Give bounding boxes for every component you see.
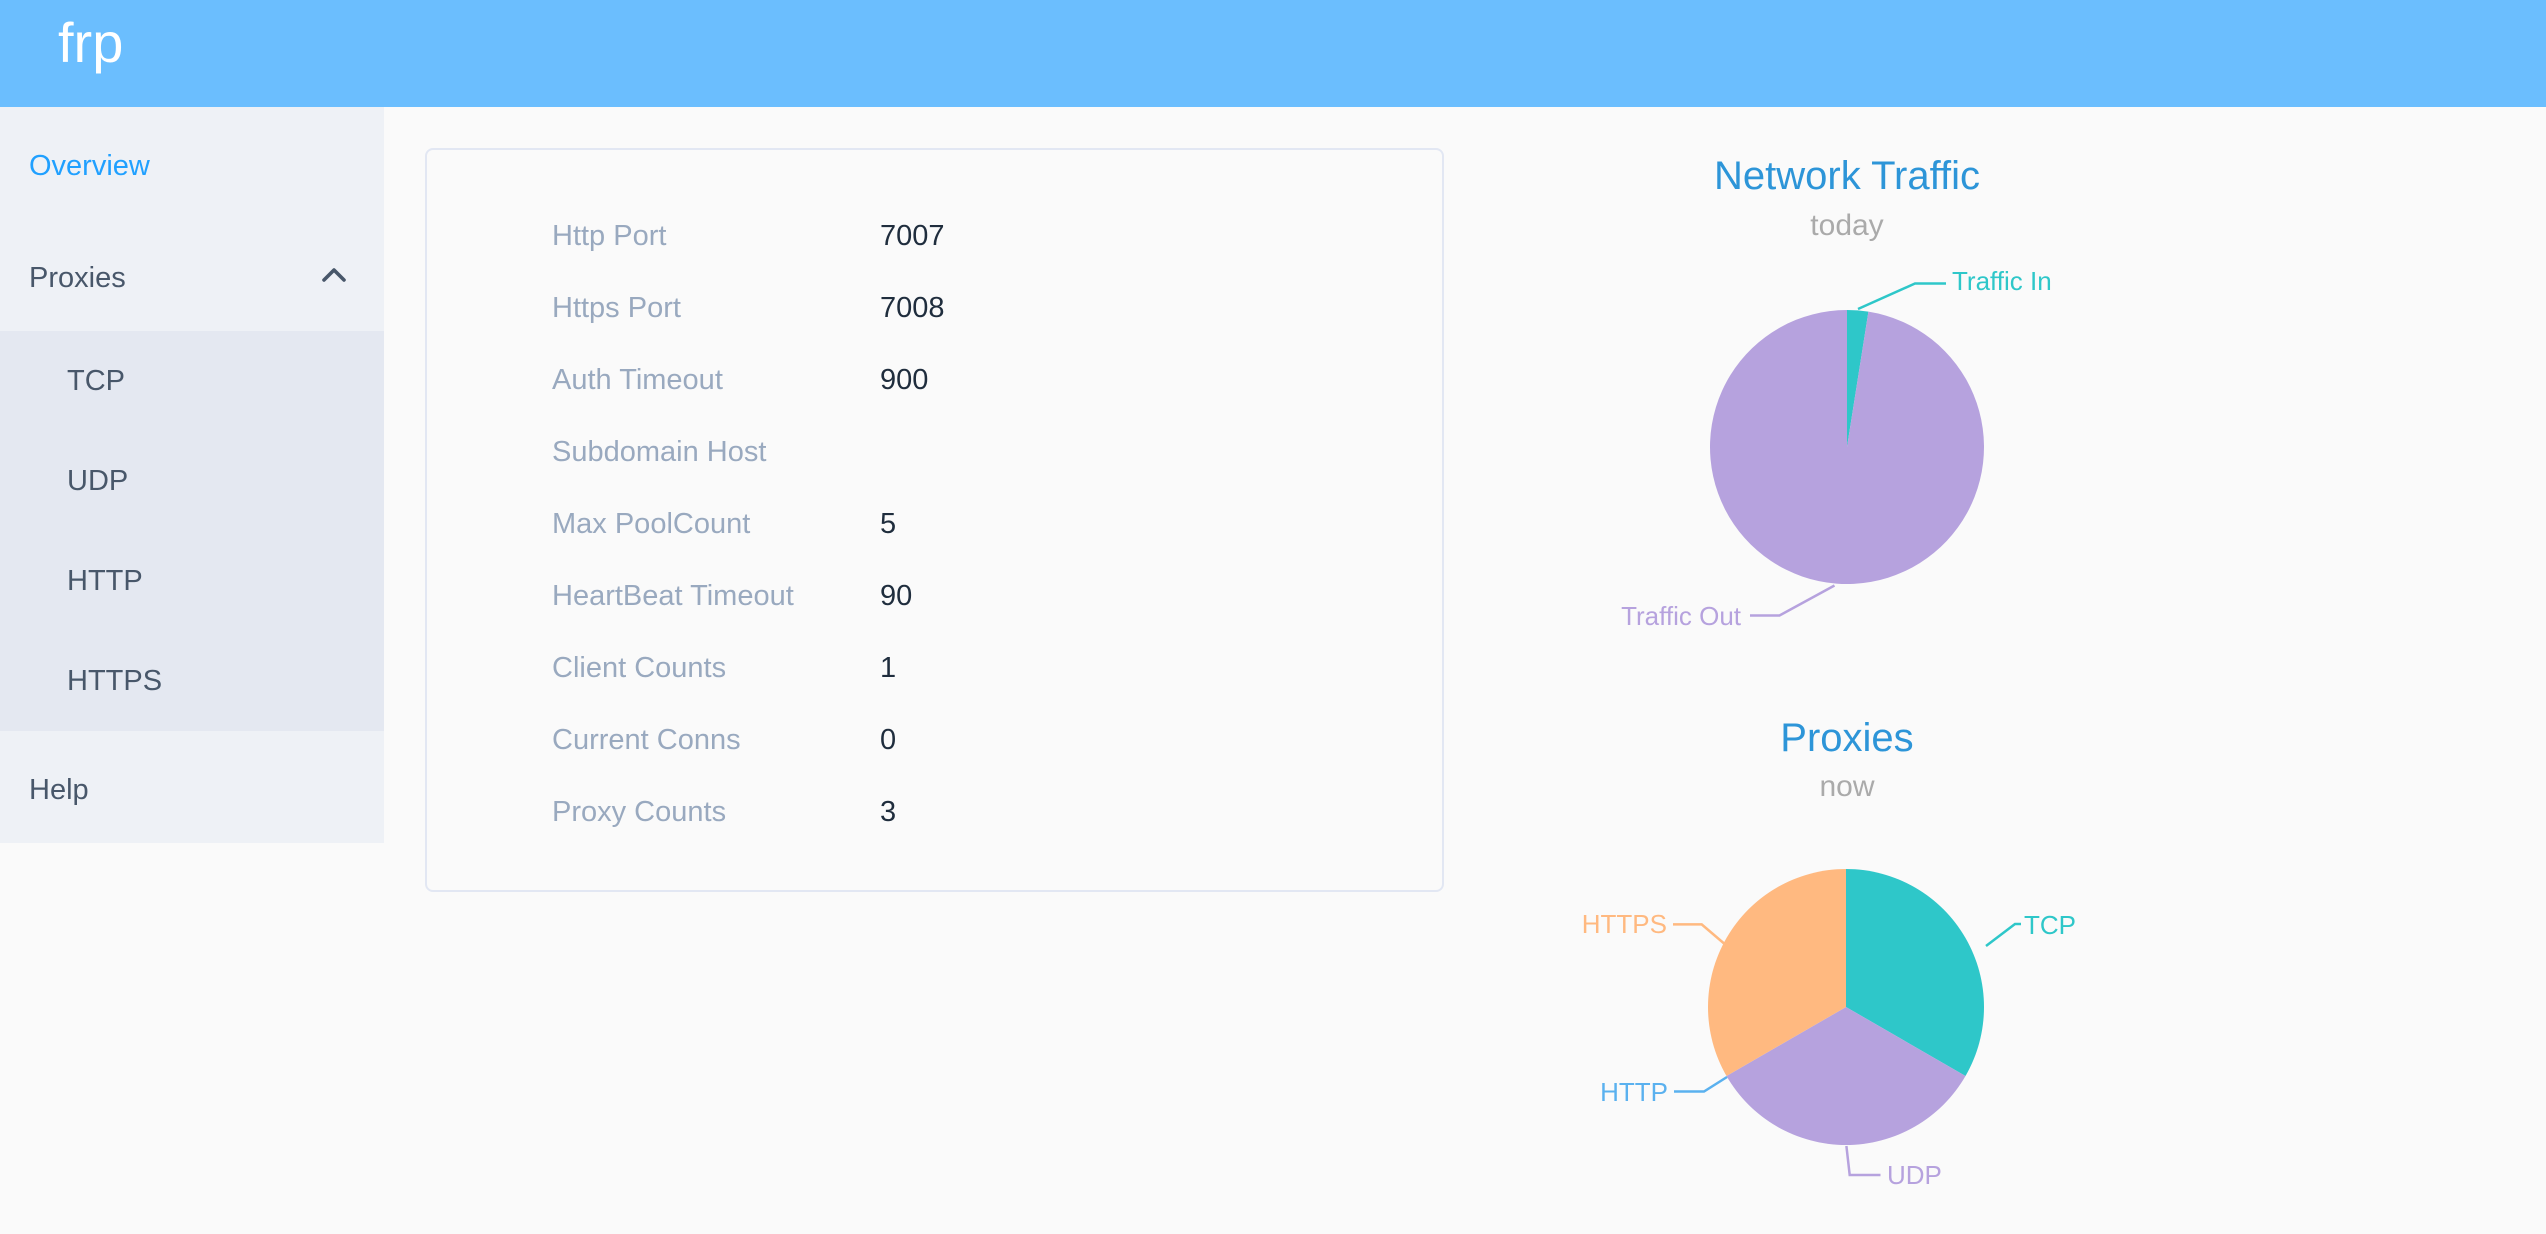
sidebar-item-https-label: HTTPS [67, 665, 163, 697]
server-info-value: 7007 [880, 220, 945, 252]
pie-label-line-tcp [1985, 922, 2021, 947]
server-info-row: Auth Timeout 900 [427, 360, 1442, 400]
pie-label-traffic-in: Traffic In [1952, 266, 2052, 296]
server-info-row: Max PoolCount 5 [427, 504, 1442, 544]
network-traffic-chart-subtitle: today [1810, 209, 1883, 242]
app-logo: frp [58, 11, 124, 74]
proxies-pie[interactable]: TCP UDP HTTP HTTPS [1582, 869, 2076, 1190]
server-info-value: 5 [880, 508, 897, 540]
sidebar-item-udp-label: UDP [67, 465, 129, 497]
app-header: frp [0, 0, 2546, 107]
server-info-label: Client Counts [552, 652, 727, 684]
server-info-value: 3 [880, 796, 897, 828]
pie-slice-tcp[interactable] [1846, 869, 1984, 1076]
pie-label-line-traffic-in [1857, 282, 1946, 311]
pie-label-http: HTTP [1600, 1077, 1668, 1107]
server-info-label: Auth Timeout [552, 364, 723, 396]
chevron-up-icon [322, 268, 346, 282]
pie-label-traffic-out: Traffic Out [1621, 601, 1742, 631]
pie-label-line-http [1674, 1075, 1728, 1093]
sidebar-submenu-proxies: TCP UDP HTTP HTTPS [0, 331, 384, 731]
sidebar-item-http-label: HTTP [67, 565, 143, 597]
network-traffic-chart-title: Network Traffic [1714, 154, 1980, 198]
server-info-label: Proxy Counts [552, 796, 727, 828]
server-info-label: HeartBeat Timeout [552, 580, 794, 612]
sidebar-item-help-label: Help [29, 774, 89, 806]
server-info-value: 90 [880, 580, 913, 612]
server-info-row: Https Port 7008 [427, 288, 1442, 328]
server-info-row: Http Port 7007 [427, 216, 1442, 256]
server-info-value: 900 [880, 364, 929, 396]
server-info-row: Proxy Counts 3 [427, 792, 1442, 832]
sidebar-item-https[interactable]: HTTPS [0, 631, 384, 731]
server-info-label: Max PoolCount [552, 508, 751, 540]
sidebar-item-overview-label: Overview [29, 150, 150, 182]
sidebar-item-overview[interactable]: Overview [0, 107, 384, 219]
sidebar-item-tcp-label: TCP [67, 365, 125, 397]
pie-label-line-udp [1845, 1145, 1881, 1177]
network-traffic-pie[interactable]: Traffic In Traffic Out [1621, 266, 2052, 631]
sidebar-item-proxies-label: Proxies [29, 262, 126, 294]
pie-label-https: HTTPS [1582, 909, 1667, 939]
pie-label-udp: UDP [1887, 1160, 1942, 1190]
server-info-value: 7008 [880, 292, 945, 324]
server-info-row: Current Conns 0 [427, 720, 1442, 760]
proxies-chart-subtitle: now [1819, 770, 1874, 803]
server-info-value: 0 [880, 724, 897, 756]
pie-slice-traffic-in[interactable] [1847, 310, 1869, 447]
sidebar-item-udp[interactable]: UDP [0, 431, 384, 531]
proxies-chart-title: Proxies [1780, 716, 1913, 760]
sidebar-item-tcp[interactable]: TCP [0, 331, 384, 431]
server-info-value: 1 [880, 652, 897, 684]
sidebar-item-proxies[interactable]: Proxies [0, 219, 384, 331]
sidebar: Overview Proxies TCP UDP HTTP HTTPS Help [0, 107, 384, 843]
server-info-row: Client Counts 1 [427, 648, 1442, 688]
pie-label-line-traffic-out [1750, 584, 1836, 617]
pie-label-tcp: TCP [2024, 910, 2076, 940]
server-info-label: Https Port [552, 292, 681, 324]
pie-slice-traffic-out[interactable] [1709, 310, 1984, 584]
server-info-label: Current Conns [552, 724, 741, 756]
pie-label-line-https [1673, 923, 1728, 947]
server-info-label: Http Port [552, 220, 667, 252]
server-info-row: Subdomain Host [427, 432, 1442, 472]
server-info-panel: Http Port 7007 Https Port 7008 Auth Timeout 9… [425, 148, 1444, 892]
server-info-label: Subdomain Host [552, 436, 767, 468]
sidebar-item-help[interactable]: Help [0, 731, 384, 843]
sidebar-item-http[interactable]: HTTP [0, 531, 384, 631]
server-info-row: HeartBeat Timeout 90 [427, 576, 1442, 616]
pie-slice-https[interactable] [1708, 869, 1846, 1076]
